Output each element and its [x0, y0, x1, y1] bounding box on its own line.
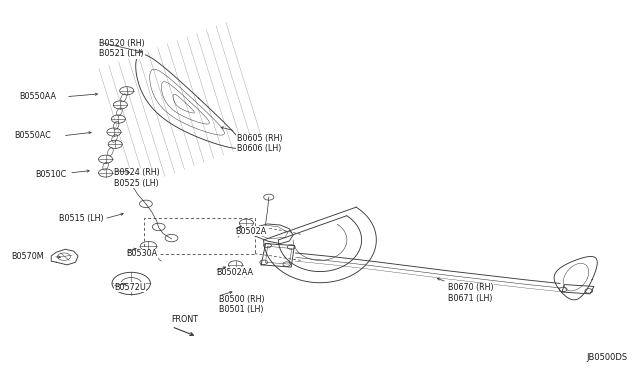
Text: B0605 (RH)
B0606 (LH): B0605 (RH) B0606 (LH) [237, 134, 282, 153]
Text: B0670 (RH)
B0671 (LH): B0670 (RH) B0671 (LH) [448, 283, 493, 303]
Text: B0530A: B0530A [127, 249, 158, 258]
Text: B0550AA: B0550AA [19, 92, 56, 101]
Text: B0572U: B0572U [114, 283, 146, 292]
Text: B0510C: B0510C [35, 170, 67, 179]
Text: B0570M: B0570M [12, 252, 44, 261]
Text: B0500 (RH)
B0501 (LH): B0500 (RH) B0501 (LH) [219, 295, 264, 314]
Text: JB0500DS: JB0500DS [586, 353, 627, 362]
Text: B0524 (RH)
B0525 (LH): B0524 (RH) B0525 (LH) [114, 168, 159, 187]
Text: FRONT: FRONT [172, 315, 198, 324]
Text: B0502A: B0502A [236, 227, 267, 236]
Text: B0515 (LH): B0515 (LH) [59, 214, 104, 223]
Text: B0550AC: B0550AC [14, 131, 51, 140]
Text: B0502AA: B0502AA [216, 268, 253, 277]
Text: B0520 (RH)
B0521 (LH): B0520 (RH) B0521 (LH) [99, 39, 145, 58]
